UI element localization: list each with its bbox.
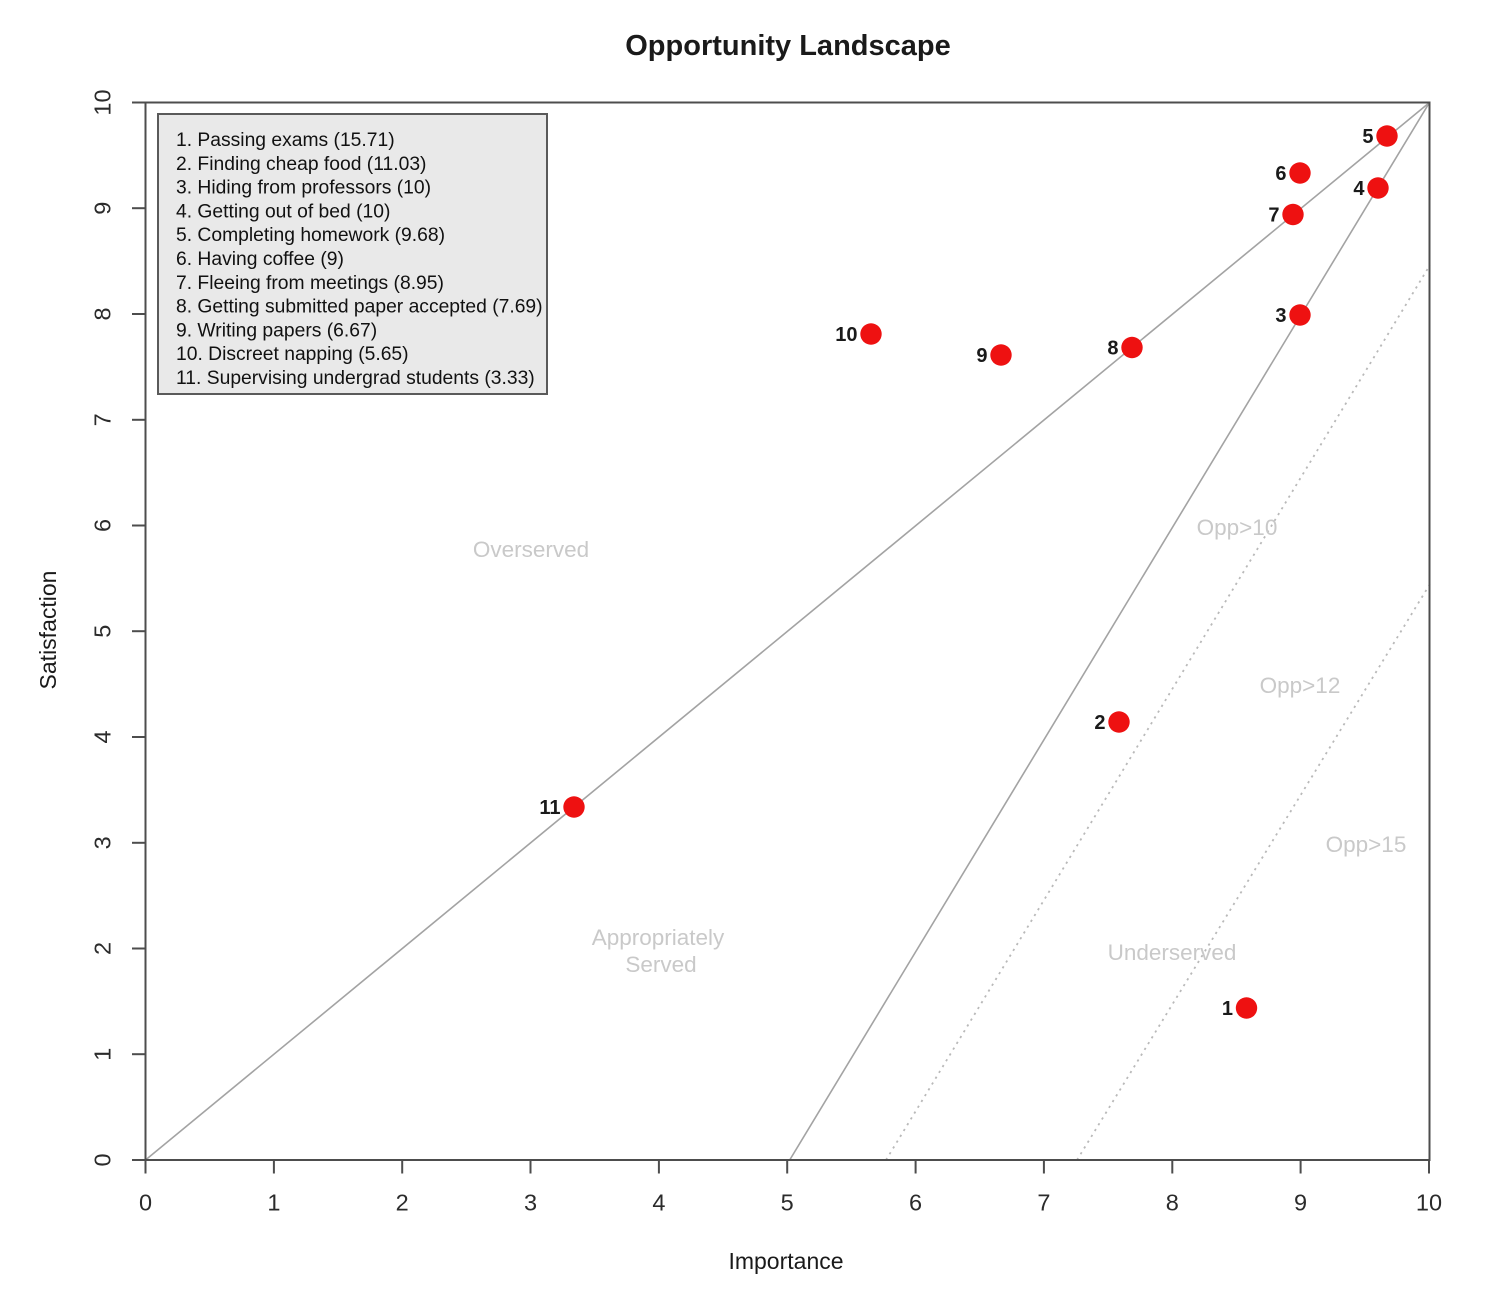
svg-text:7: 7	[90, 413, 116, 426]
svg-text:6: 6	[90, 519, 116, 532]
svg-text:Served: Served	[625, 952, 696, 977]
svg-text:10: 10	[1416, 1190, 1442, 1216]
svg-text:5: 5	[90, 625, 116, 638]
svg-text:4. Getting out of bed (10): 4. Getting out of bed (10)	[176, 201, 390, 222]
svg-text:10: 10	[835, 324, 857, 346]
svg-text:7. Fleeing from meetings (8.95: 7. Fleeing from meetings (8.95)	[176, 273, 444, 294]
svg-text:8: 8	[1166, 1190, 1179, 1216]
svg-text:Importance: Importance	[728, 1248, 843, 1274]
svg-text:Overserved: Overserved	[473, 537, 589, 562]
svg-text:4: 4	[90, 730, 116, 743]
svg-text:0: 0	[90, 1153, 116, 1166]
svg-text:Opp>15: Opp>15	[1326, 832, 1407, 857]
svg-text:10. Discreet napping (5.65): 10. Discreet napping (5.65)	[176, 344, 409, 365]
svg-text:1: 1	[90, 1048, 116, 1061]
svg-text:1: 1	[1222, 998, 1233, 1020]
svg-text:Appropriately: Appropriately	[592, 925, 725, 950]
svg-text:6. Having coffee (9): 6. Having coffee (9)	[176, 249, 344, 270]
svg-text:3: 3	[524, 1190, 537, 1216]
svg-text:Opportunity Landscape: Opportunity Landscape	[625, 30, 950, 62]
svg-text:Satisfaction: Satisfaction	[35, 571, 61, 690]
svg-text:9: 9	[976, 345, 987, 367]
svg-text:7: 7	[1037, 1190, 1050, 1216]
svg-text:4: 4	[652, 1190, 665, 1216]
svg-text:Opp>10: Opp>10	[1197, 515, 1278, 540]
svg-text:2: 2	[90, 942, 116, 955]
svg-text:5: 5	[781, 1190, 794, 1216]
svg-text:2. Finding cheap food (11.03): 2. Finding cheap food (11.03)	[176, 154, 426, 175]
svg-text:3. Hiding from professors (10): 3. Hiding from professors (10)	[176, 178, 431, 199]
svg-text:9. Writing papers (6.67): 9. Writing papers (6.67)	[176, 320, 377, 341]
svg-text:1. Passing exams (15.71): 1. Passing exams (15.71)	[176, 130, 395, 151]
svg-text:8: 8	[1107, 338, 1118, 360]
svg-text:10: 10	[90, 89, 116, 115]
svg-text:Underserved: Underserved	[1108, 940, 1237, 965]
svg-text:0: 0	[139, 1190, 152, 1216]
svg-text:5. Completing homework (9.68): 5. Completing homework (9.68)	[176, 225, 445, 246]
svg-text:8: 8	[90, 307, 116, 320]
svg-text:2: 2	[396, 1190, 409, 1216]
svg-text:11. Supervising undergrad stud: 11. Supervising undergrad students (3.33…	[176, 368, 535, 389]
svg-text:11: 11	[539, 797, 560, 819]
svg-text:7: 7	[1268, 205, 1279, 227]
svg-text:6: 6	[1275, 163, 1286, 185]
svg-text:9: 9	[90, 202, 116, 215]
svg-text:5: 5	[1362, 126, 1373, 148]
svg-text:3: 3	[90, 836, 116, 849]
svg-text:8. Getting submitted paper acc: 8. Getting submitted paper accepted (7.6…	[176, 297, 543, 318]
svg-text:Opp>12: Opp>12	[1260, 673, 1341, 698]
svg-text:9: 9	[1294, 1190, 1307, 1216]
svg-text:2: 2	[1094, 712, 1105, 734]
svg-text:3: 3	[1275, 305, 1286, 327]
svg-text:1: 1	[267, 1190, 280, 1216]
svg-text:4: 4	[1353, 178, 1365, 200]
svg-text:6: 6	[909, 1190, 922, 1216]
